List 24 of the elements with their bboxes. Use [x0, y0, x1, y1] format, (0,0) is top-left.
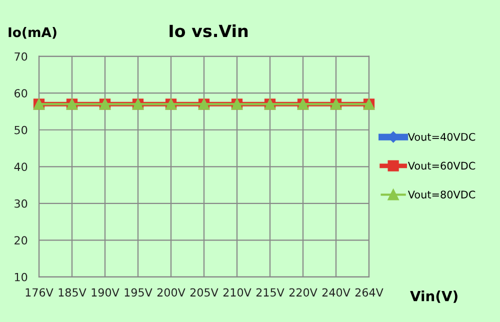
y-tick-label: 50 [14, 126, 28, 134]
x-tick-label: 215V [256, 288, 284, 297]
y-tick-label: 30 [14, 199, 28, 208]
x-tick-label: 220V [289, 288, 318, 297]
x-tick-label: 205V [190, 288, 218, 297]
x-tick-label: 200V [157, 288, 186, 297]
legend-label: Vout=80VDC [408, 190, 476, 198]
x-tick-label: 210V [223, 288, 252, 297]
x-tick-label: 185V [58, 288, 86, 297]
x-tick-label: 190V [92, 288, 120, 297]
x-tick-label: 240V [322, 288, 350, 297]
y-axis-title: Io(mA) [8, 27, 56, 39]
legend-label: Vout=40VDC [408, 132, 476, 141]
y-tick-label: 60 [14, 89, 28, 98]
y-tick-label: 40 [14, 162, 28, 172]
y-tick-label: 20 [14, 236, 28, 245]
y-tick-label: 70 [14, 52, 28, 61]
legend-label: Vout=60VDC [408, 162, 476, 170]
x-axis-title: Vin(V) [410, 290, 458, 303]
chart-title: Io vs.Vin [170, 24, 248, 38]
x-tick-label: 176V [26, 288, 54, 297]
x-tick-label: 264V [355, 288, 384, 297]
y-tick-label: 10 [14, 272, 28, 282]
x-tick-label: 195V [124, 288, 152, 297]
